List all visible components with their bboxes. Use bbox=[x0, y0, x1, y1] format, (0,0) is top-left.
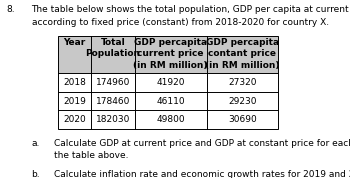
Text: 8.: 8. bbox=[6, 5, 15, 14]
Text: 30690: 30690 bbox=[228, 115, 257, 124]
Text: Calculate inflation rate and economic growth rates for 2019 and 2020.: Calculate inflation rate and economic gr… bbox=[54, 170, 350, 178]
Text: Calculate GDP at current price and GDP at constant price for each year in
the ta: Calculate GDP at current price and GDP a… bbox=[54, 139, 350, 160]
Text: 46110: 46110 bbox=[156, 96, 185, 106]
Text: GDP percapita
contant price
(in RM million): GDP percapita contant price (in RM milli… bbox=[205, 38, 280, 70]
Text: Year: Year bbox=[63, 38, 85, 47]
Text: b.: b. bbox=[32, 170, 40, 178]
Text: 27320: 27320 bbox=[228, 78, 257, 87]
Bar bbox=[58, 36, 278, 129]
Text: 182030: 182030 bbox=[96, 115, 130, 124]
Text: The table below shows the total population, GDP per capita at current prices and: The table below shows the total populati… bbox=[32, 5, 350, 27]
Text: GDP percapita
current price
(in RM million): GDP percapita current price (in RM milli… bbox=[133, 38, 208, 70]
Text: 2018: 2018 bbox=[63, 78, 86, 87]
Text: a.: a. bbox=[32, 139, 40, 148]
Text: 29230: 29230 bbox=[228, 96, 257, 106]
Text: 49800: 49800 bbox=[156, 115, 185, 124]
Text: Total
Population: Total Population bbox=[85, 38, 140, 58]
Text: 2020: 2020 bbox=[63, 115, 86, 124]
Bar bbox=[58, 36, 278, 73]
Text: 174960: 174960 bbox=[96, 78, 130, 87]
Text: 41920: 41920 bbox=[156, 78, 185, 87]
Text: 178460: 178460 bbox=[96, 96, 130, 106]
Text: 2019: 2019 bbox=[63, 96, 86, 106]
